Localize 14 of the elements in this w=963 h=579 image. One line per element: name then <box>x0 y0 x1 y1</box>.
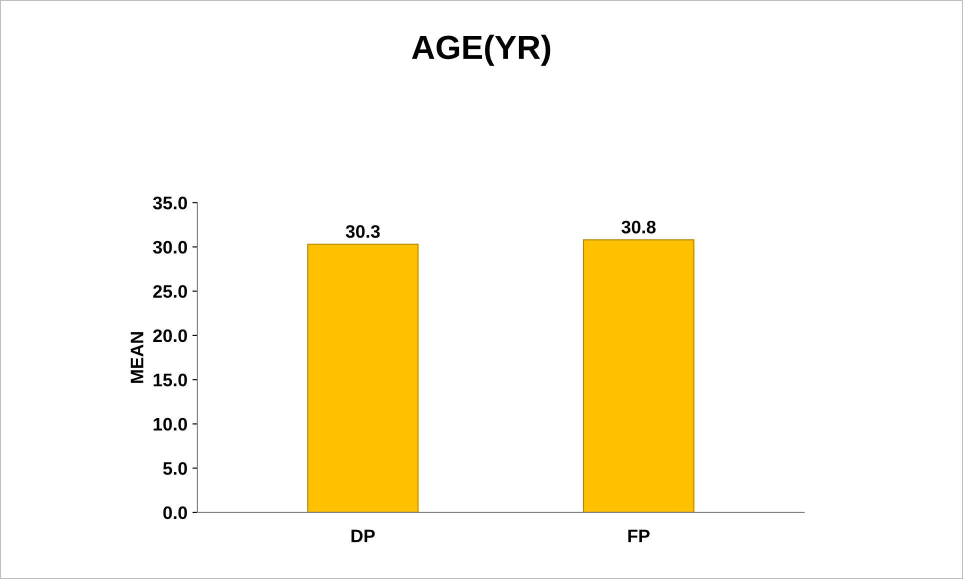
y-tick-label: 30.0 <box>152 240 187 254</box>
y-tick-label: 25.0 <box>153 285 187 298</box>
x-tick-label: FP <box>628 530 650 542</box>
chart-title: AGE(YR) <box>412 34 550 66</box>
y-tick-label: 0.0 <box>163 506 187 520</box>
y-tick-label: 35.0 <box>152 196 187 210</box>
y-axis-title: MEAN <box>130 332 144 383</box>
data-label: 30.3 <box>346 225 380 238</box>
y-tick-label: 10.0 <box>154 418 187 431</box>
y-tick-label: 5.0 <box>163 462 187 475</box>
y-tick-label: 15.0 <box>154 374 187 386</box>
x-tick-label: DP <box>352 530 375 542</box>
y-tick-label: 20.0 <box>153 329 187 342</box>
data-label: 30.8 <box>621 220 656 234</box>
